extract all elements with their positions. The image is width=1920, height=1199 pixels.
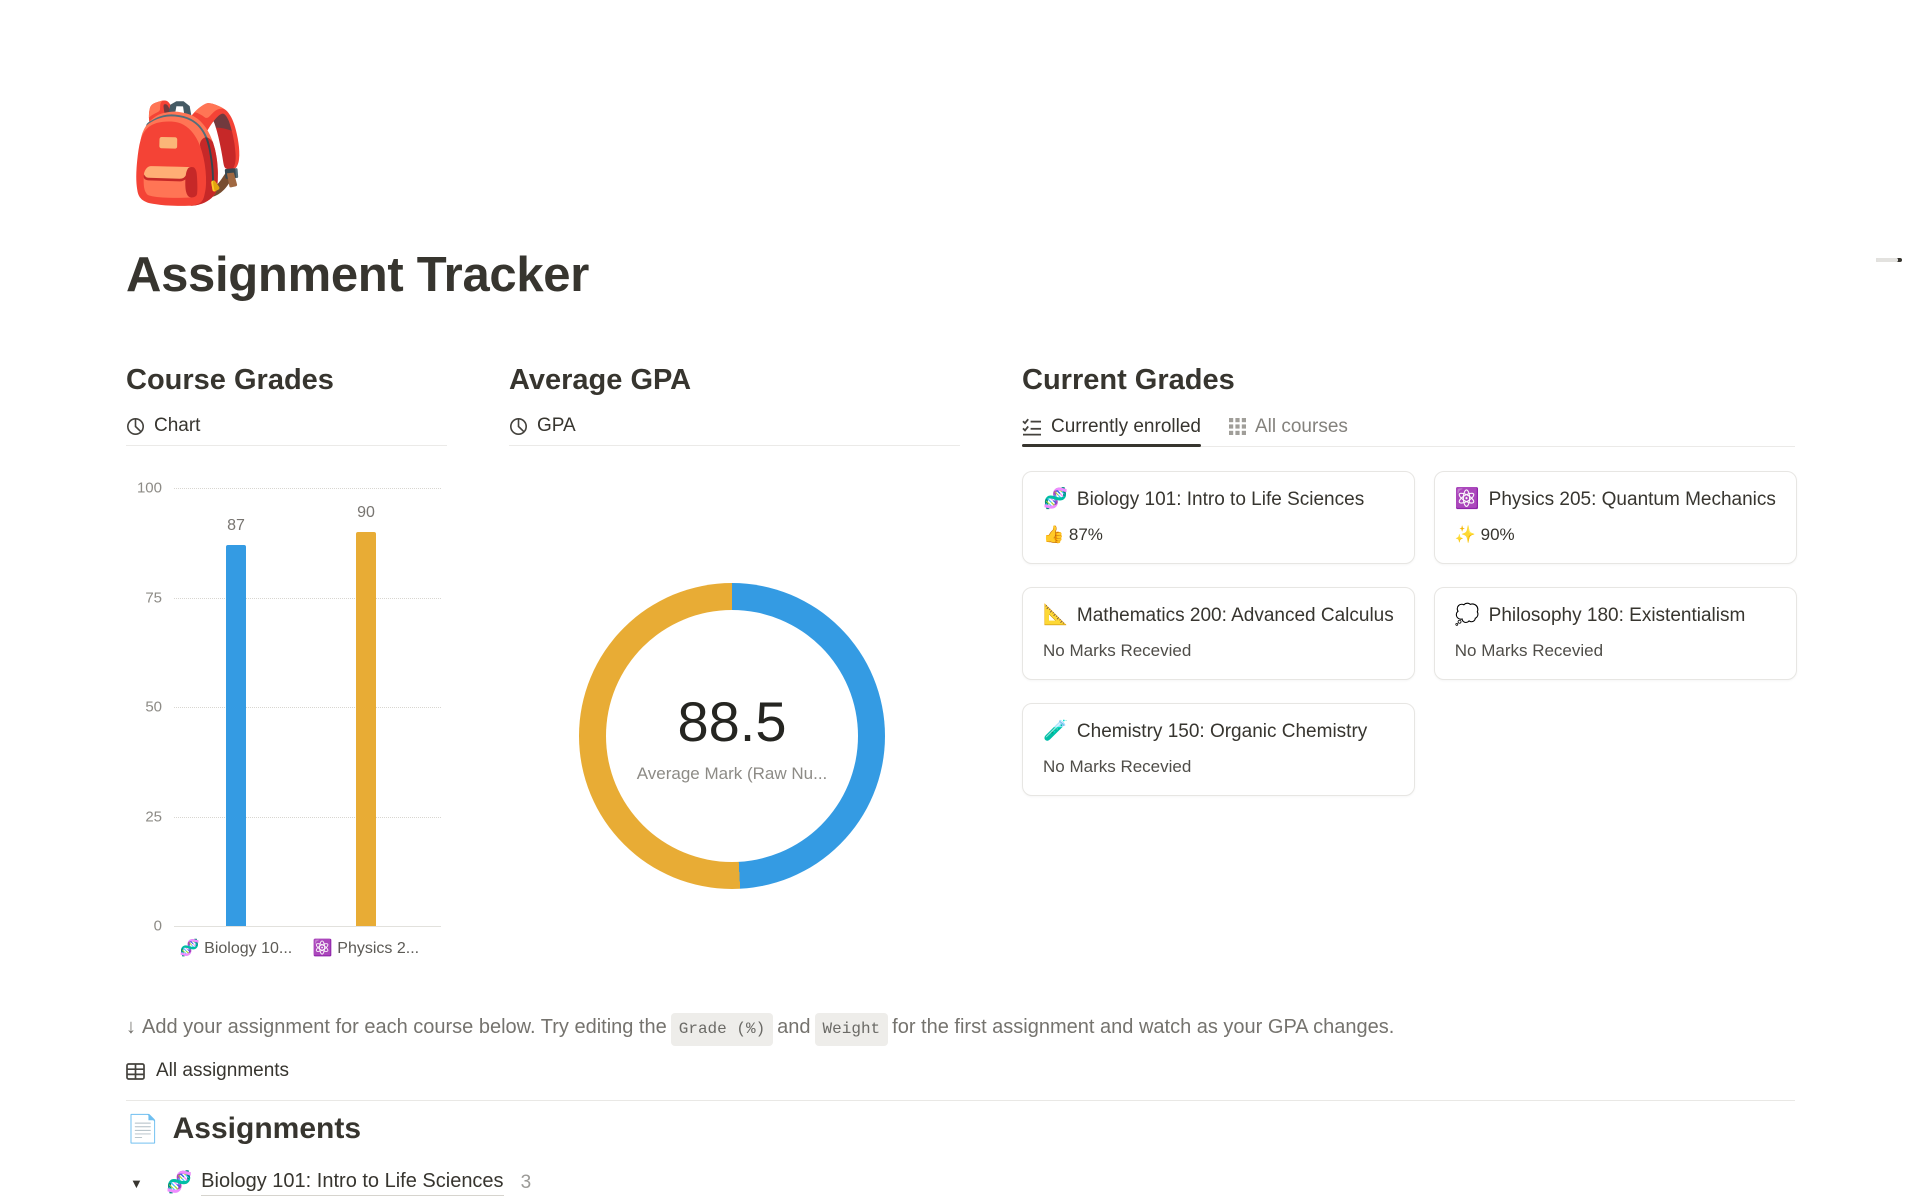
course-card-title: Biology 101: Intro to Life Sciences xyxy=(1076,489,1365,510)
tab-label: Currently enrolled xyxy=(1051,415,1201,437)
chart-view-tab[interactable]: Chart xyxy=(126,415,447,446)
assignments-heading: 📄 Assignments xyxy=(126,1112,361,1146)
assignments-heading-text: Assignments xyxy=(172,1112,362,1145)
gpa-view-tab[interactable]: GPA xyxy=(509,415,960,446)
assignment-group-row: ▼ 🧬 Biology 101: Intro to Life Sciences … xyxy=(130,1170,531,1196)
tab-label: All courses xyxy=(1254,415,1348,437)
gridline xyxy=(174,597,441,599)
thought-balloon-icon: 💭 xyxy=(1454,604,1480,626)
grade-code-chip: Grade (%) xyxy=(670,1013,774,1046)
average-gpa-section: Average GPA GPA 88.5 Average Mark (Raw N… xyxy=(509,362,960,889)
page-title: Assignment Tracker xyxy=(126,248,590,302)
course-grades-section: Course Grades Chart 0 25 50 75 100 87 🧬 Biolog… xyxy=(126,362,447,976)
gpa-view-label: GPA xyxy=(537,415,576,436)
y-axis-tick: 50 xyxy=(145,698,162,716)
course-card-grade: 👍 87% xyxy=(1043,525,1103,544)
table-icon xyxy=(126,1062,145,1080)
course-grades-heading: Course Grades xyxy=(126,364,334,396)
dna-icon: 🧬 xyxy=(1043,488,1068,510)
average-gpa-heading: Average GPA xyxy=(509,364,692,396)
course-card-title: Philosophy 180: Existentialism xyxy=(1488,605,1746,626)
gpa-value: 88.5 xyxy=(677,689,787,753)
course-card-grade: No Marks Recevied xyxy=(1043,757,1192,776)
course-card-philosophy[interactable]: 💭 Philosophy 180: Existentialism No Marks… xyxy=(1433,587,1797,680)
x-axis-category-label: 🧬 Biology 10... xyxy=(179,940,293,957)
course-card-grade: No Marks Recevied xyxy=(1043,641,1192,660)
course-grades-bar-chart: 0 25 50 75 100 87 🧬 Biology 10... 90 ⚛️ Physics … xyxy=(126,446,447,976)
note-text: Add your assignment for each course belo… xyxy=(142,1016,667,1038)
gpa-donut-center: 88.5 Average Mark (Raw Nu... xyxy=(579,583,885,889)
course-card-title: Chemistry 150: Organic Chemistry xyxy=(1076,721,1368,742)
y-axis-tick: 0 xyxy=(153,917,162,935)
current-grades-tabs: Currently enrolled All courses xyxy=(1022,416,1795,447)
bar-0 xyxy=(226,544,246,926)
course-card-grade: No Marks Recevied xyxy=(1454,641,1604,660)
group-count-badge: 3 xyxy=(520,1172,532,1193)
weight-code-chip: Weight xyxy=(814,1013,889,1046)
bar-value-label: 87 xyxy=(227,516,245,534)
bar-value-label: 90 xyxy=(357,503,375,521)
note-text: and xyxy=(777,1016,811,1038)
page-icon-backpack[interactable]: 🎒 xyxy=(128,100,248,207)
y-axis-tick: 100 xyxy=(136,479,162,497)
course-card-physics[interactable]: ⚛️ Physics 205: Quantum Mechanics ✨ 90% xyxy=(1433,471,1797,564)
group-course-link[interactable]: Biology 101: Intro to Life Sciences xyxy=(201,1170,504,1196)
course-cards-grid: 🧬 Biology 101: Intro to Life Sciences 👍 8… xyxy=(1022,471,1797,796)
course-card-mathematics[interactable]: 📐 Mathematics 200: Advanced Calculus No M… xyxy=(1022,587,1415,680)
gridline xyxy=(174,926,441,927)
current-grades-section: Current Grades Currently enrolled xyxy=(1022,362,1797,796)
checklist-icon xyxy=(1022,418,1041,436)
tab-currently-enrolled[interactable]: Currently enrolled xyxy=(1022,416,1201,447)
y-axis-tick: 25 xyxy=(145,808,162,825)
pie-chart-icon xyxy=(510,417,527,435)
instruction-note: ↓ Add your assignment for each course bel… xyxy=(126,1013,1766,1046)
gridline xyxy=(174,707,441,708)
gpa-donut-chart: 88.5 Average Mark (Raw Nu... xyxy=(579,583,885,889)
current-grades-heading: Current Grades xyxy=(1022,364,1235,396)
dna-icon: 🧬 xyxy=(166,1171,193,1194)
bar-1 xyxy=(356,531,376,926)
x-axis-category-label: ⚛️ Physics 2... xyxy=(312,940,420,957)
pie-chart-icon xyxy=(127,417,144,435)
tab-all-courses[interactable]: All courses xyxy=(1228,416,1348,446)
note-text: for the first assignment and watch as yo… xyxy=(892,1016,1395,1038)
gridline xyxy=(174,488,441,489)
gpa-donut-hole xyxy=(606,610,858,862)
course-card-biology[interactable]: 🧬 Biology 101: Intro to Life Sciences 👍 8… xyxy=(1022,471,1415,564)
course-card-title: Physics 205: Quantum Mechanics xyxy=(1488,489,1776,510)
down-arrow-icon: ↓ xyxy=(126,1016,136,1038)
gpa-value-label: Average Mark (Raw Nu... xyxy=(636,763,828,783)
page-icon: 📄 xyxy=(126,1114,160,1144)
all-assignments-label: All assignments xyxy=(156,1060,290,1081)
course-card-title: Mathematics 200: Advanced Calculus xyxy=(1076,605,1394,626)
gridline xyxy=(174,816,441,818)
toc-bar[interactable] xyxy=(1876,258,1898,262)
chart-view-label: Chart xyxy=(154,415,201,436)
atom-icon: ⚛️ xyxy=(1454,488,1480,510)
course-card-chemistry[interactable]: 🧪 Chemistry 150: Organic Chemistry No Mar… xyxy=(1022,703,1415,796)
grid-icon xyxy=(1228,418,1246,435)
course-card-grade: ✨ 90% xyxy=(1454,525,1515,544)
divider xyxy=(126,1100,1795,1101)
test-tube-icon: 🧪 xyxy=(1043,720,1068,742)
all-assignments-view[interactable]: All assignments xyxy=(126,1060,289,1082)
y-axis-tick: 75 xyxy=(145,589,162,606)
triangular-ruler-icon: 📐 xyxy=(1043,604,1068,626)
toggle-triangle-icon[interactable]: ▼ xyxy=(130,1175,143,1191)
